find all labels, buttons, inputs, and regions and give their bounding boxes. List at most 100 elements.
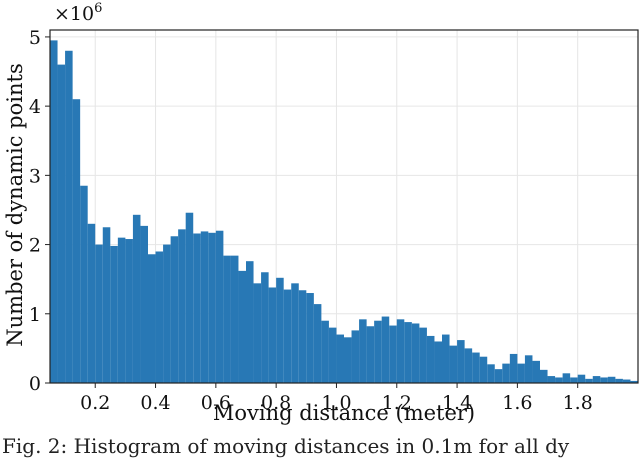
y-axis-multiplier: ×106 — [54, 1, 102, 25]
y-tick-label: 1 — [29, 304, 41, 326]
histogram-bar — [426, 335, 435, 383]
y-axis-multiplier-exponent: 6 — [94, 1, 102, 16]
histogram-bar — [140, 225, 148, 383]
histogram-bar — [261, 272, 269, 383]
histogram-bar — [351, 330, 360, 383]
histogram-bar — [306, 293, 314, 383]
histogram-bar — [170, 236, 179, 383]
x-tick-label: 1.8 — [563, 392, 593, 414]
histogram-bar — [193, 233, 201, 383]
histogram-bar — [65, 50, 73, 383]
histogram-bar — [396, 319, 405, 383]
y-tick-label: 0 — [29, 373, 41, 395]
histogram-bar — [585, 378, 593, 383]
histogram-bar — [555, 377, 563, 383]
histogram-bar — [50, 40, 58, 383]
histogram-bar — [208, 232, 216, 383]
x-tick-label: 0.8 — [261, 392, 291, 414]
histogram-bar — [110, 245, 118, 383]
x-tick-label: 1.4 — [442, 392, 472, 414]
histogram-bars — [50, 40, 638, 383]
y-tick-label: 3 — [29, 165, 41, 187]
x-tick-label: 1.2 — [382, 392, 412, 414]
histogram-bar — [95, 244, 103, 383]
histogram-bar — [298, 290, 307, 383]
histogram-bar — [381, 316, 390, 383]
x-tick-label: 0.4 — [140, 392, 170, 414]
histogram-bar — [457, 340, 465, 383]
histogram-bar — [532, 360, 540, 383]
histogram-bar — [577, 374, 586, 383]
histogram-bar — [313, 304, 322, 383]
histogram-bar — [336, 334, 344, 383]
histogram-bar — [291, 283, 299, 383]
x-axis-ticks: 0.2 0.4 0.6 0.8 1.0 1.2 1.4 1.6 1.8 — [80, 383, 593, 414]
histogram-bar — [419, 327, 427, 383]
histogram-bar — [223, 255, 231, 383]
x-tick-label: 0.6 — [201, 392, 231, 414]
histogram-bar — [344, 337, 352, 383]
histogram-bar — [246, 261, 254, 383]
x-tick-label: 1.6 — [502, 392, 532, 414]
histogram-bar — [117, 237, 126, 383]
x-axis-title: Moving distance (meter) — [213, 401, 475, 425]
histogram-bar — [321, 320, 329, 383]
histogram-bar — [102, 227, 111, 383]
histogram-bar — [487, 364, 495, 383]
histogram-bar — [464, 348, 473, 383]
plot-frame — [49, 29, 639, 384]
histogram-bar — [615, 378, 623, 383]
histogram-bar — [374, 320, 382, 383]
y-tick-label: 5 — [29, 27, 41, 49]
y-axis-title: Number of dynamic points — [3, 63, 27, 346]
histogram-bar — [449, 345, 458, 383]
histogram-bar — [230, 255, 239, 383]
histogram-bar — [502, 363, 510, 383]
histogram-bar — [268, 287, 277, 383]
histogram-bar — [600, 377, 608, 383]
histogram-bar — [517, 363, 525, 383]
histogram-bar — [411, 323, 420, 383]
histogram-bar — [238, 270, 246, 383]
x-tick-label: 1.0 — [321, 392, 351, 414]
histogram-bar — [125, 239, 133, 383]
histogram-bar — [509, 353, 518, 383]
histogram-bar — [622, 379, 631, 383]
histogram-bar — [479, 356, 488, 383]
histogram-bar — [442, 334, 450, 383]
histogram-bar — [328, 327, 337, 383]
figure-caption: Fig. 2: Histogram of moving distances in… — [2, 434, 570, 458]
histogram-bar — [540, 369, 548, 383]
histogram-bar — [389, 325, 397, 383]
histogram-bar — [253, 283, 262, 383]
histogram-bar — [178, 229, 186, 383]
histogram-bar — [155, 251, 164, 383]
histogram-bar — [494, 369, 503, 383]
histogram-bar — [472, 352, 480, 383]
x-tick-label: 0.2 — [80, 392, 110, 414]
histogram-bar — [276, 277, 284, 383]
histogram-bar — [80, 185, 88, 383]
histogram-bar — [366, 326, 375, 383]
y-tick-label: 2 — [29, 235, 41, 257]
histogram-bar — [57, 64, 66, 383]
histogram-bar — [283, 289, 292, 383]
histogram-bar — [404, 322, 412, 383]
histogram-bar — [185, 212, 194, 383]
histogram-bar — [163, 244, 171, 383]
histogram-bar — [524, 355, 533, 383]
histogram-bar — [215, 230, 224, 383]
histogram-bar — [434, 341, 442, 383]
y-tick-label: 4 — [29, 96, 41, 118]
histogram-bar — [132, 214, 141, 383]
histogram-bar — [72, 99, 81, 383]
y-axis-ticks: 0 1 2 3 4 5 — [29, 27, 50, 395]
histogram-bar — [87, 223, 96, 383]
histogram-bar — [607, 376, 616, 383]
histogram-bar — [547, 376, 556, 383]
histogram-bar — [562, 373, 571, 383]
histogram-bar — [148, 254, 156, 383]
histogram-bar — [592, 376, 601, 383]
histogram-bar — [200, 231, 209, 383]
